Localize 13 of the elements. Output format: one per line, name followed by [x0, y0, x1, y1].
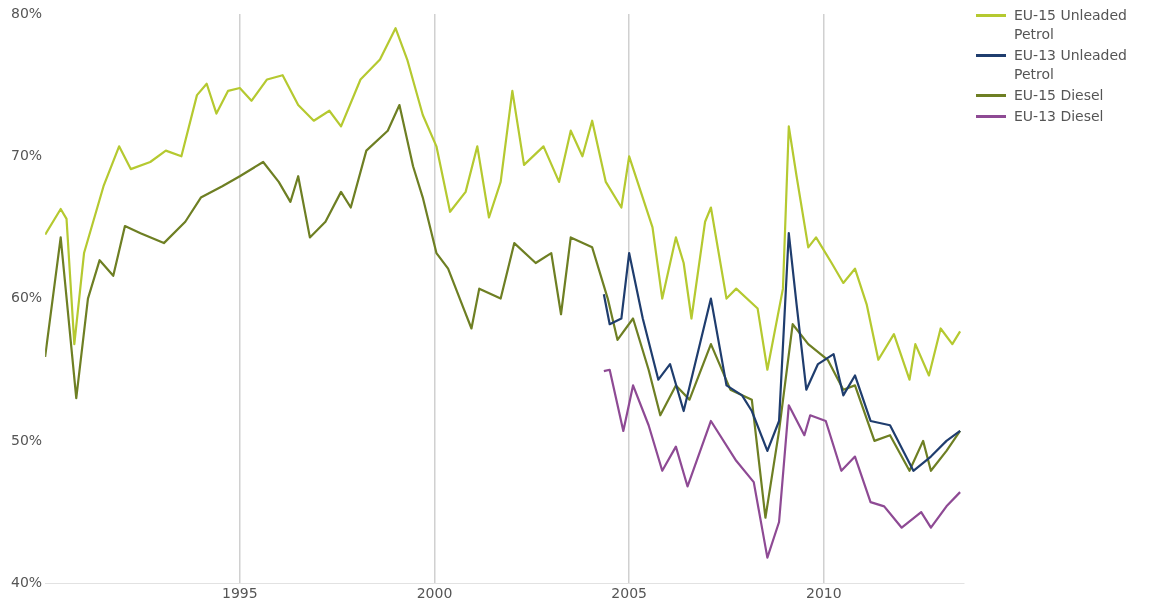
legend-label: EU-13 Diesel	[1014, 107, 1104, 126]
y-tick-label: 70%	[10, 146, 43, 163]
legend-label: EU-15 Diesel	[1014, 86, 1104, 105]
x-tick-label: 1995	[221, 585, 258, 602]
y-tick-label: 80%	[10, 4, 43, 21]
x-tick-label: 2005	[611, 585, 647, 602]
y-tick-label: 40%	[10, 573, 43, 590]
y-tick-label: 60%	[10, 289, 43, 306]
legend-label: EU-15 Unleaded Petrol	[1014, 6, 1128, 44]
legend-label: EU-13 Unleaded Petrol	[1014, 46, 1128, 84]
y-tick-label: 50%	[10, 431, 43, 448]
x-tick-label: 2010	[806, 585, 842, 602]
x-tick-label: 2000	[416, 585, 453, 602]
